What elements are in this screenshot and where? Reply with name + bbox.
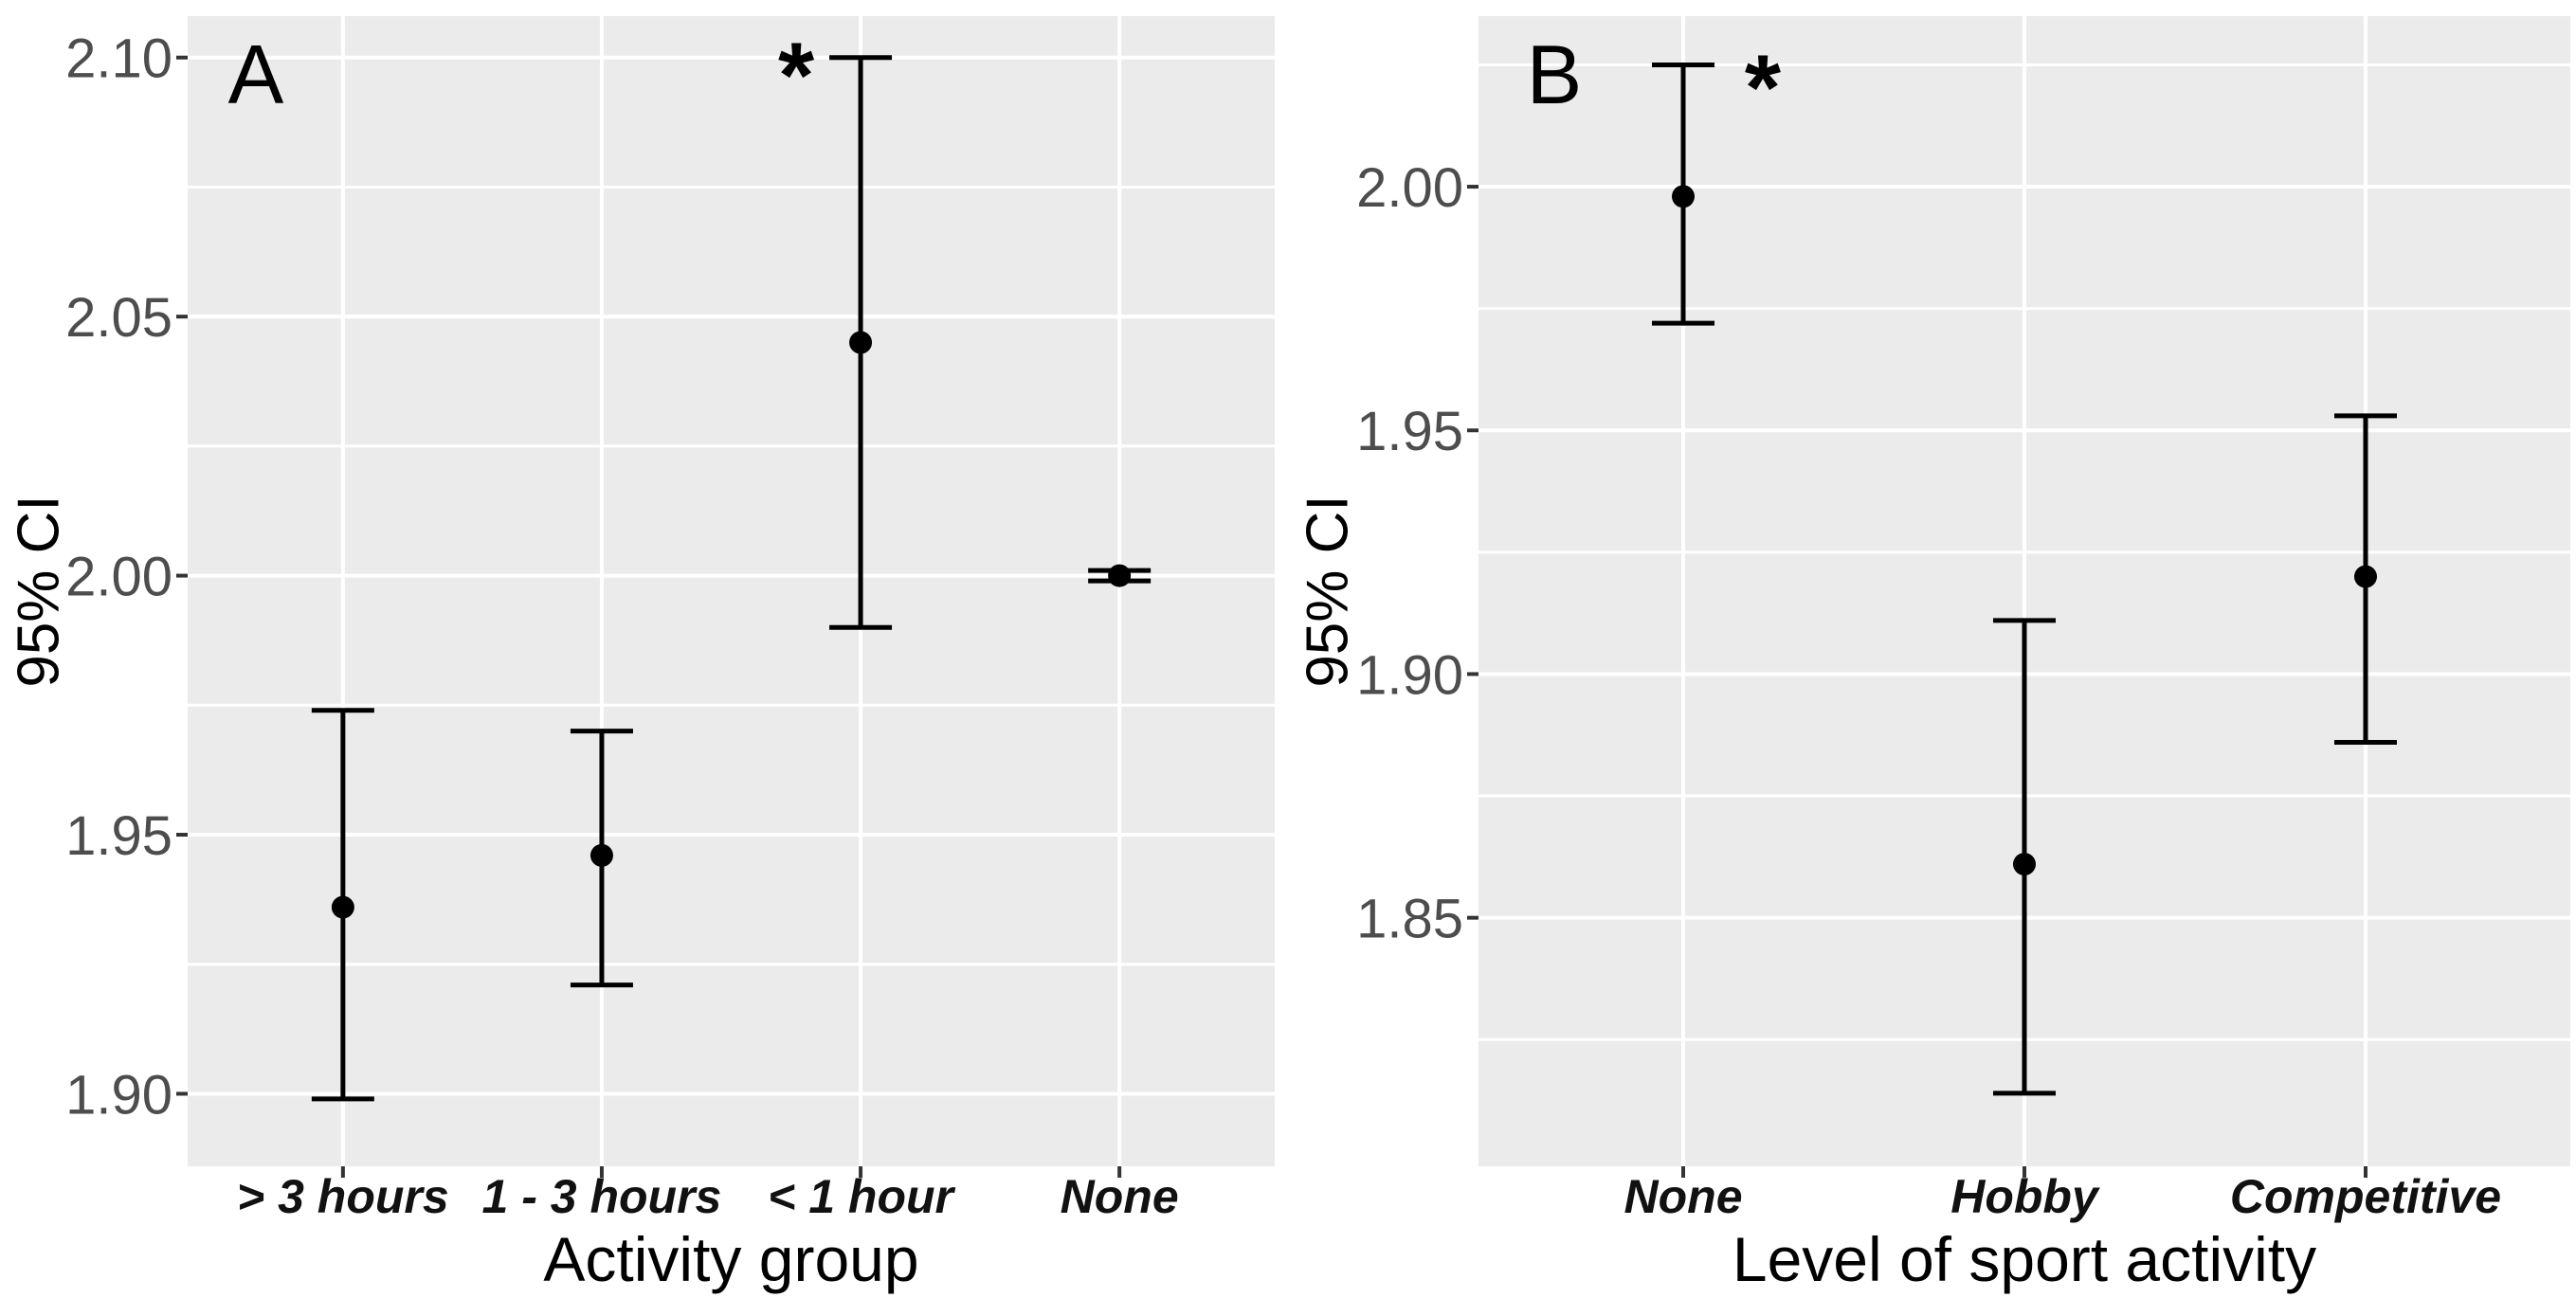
errorbar-none [1652, 62, 1714, 326]
point-marker [590, 843, 613, 867]
point-marker [1672, 185, 1695, 208]
y-tick-label: 1.95 [1356, 401, 1463, 462]
significance-asterisk: * [778, 24, 815, 128]
panel-letter-a: A [228, 27, 284, 121]
y-tick-label: 1.85 [1356, 889, 1463, 950]
y-tick-label: 1.90 [65, 1064, 172, 1126]
point-marker [2354, 565, 2377, 588]
significance-asterisk: * [1745, 35, 1782, 139]
errorbar-competitive [2334, 413, 2397, 745]
x-tick-label: None [1061, 1170, 1179, 1223]
x-tick-label: Hobby [1950, 1170, 2100, 1223]
y-axis-title-b: 95% CI [1296, 495, 1361, 687]
errorbar-none [1088, 564, 1152, 587]
point-marker [2013, 853, 2036, 876]
y-tick-label: 2.10 [65, 28, 172, 90]
panel-a: 2.10 2.05 2.00 1.95 1.90 > 3 hours 1 - 3 hours… [7, 16, 1275, 1294]
y-axis-title-a: 95% CI [7, 495, 72, 687]
errorbar-hobby [1993, 618, 2056, 1096]
y-tick-label: 1.95 [65, 805, 172, 867]
panel-b: 2.00 1.95 1.90 1.85 None Hobby Competitive * B Le… [1296, 16, 2570, 1294]
errorbar-1-3-hours [570, 729, 633, 988]
errorbar--3-hours [311, 708, 374, 1102]
y-tick-label: 2.00 [1356, 157, 1463, 219]
x-tick-label: None [1624, 1170, 1743, 1223]
point-marker [1108, 564, 1132, 587]
point-marker [331, 895, 354, 919]
point-marker [849, 331, 873, 354]
x-tick-label: 1 - 3 hours [482, 1170, 722, 1223]
x-tick-label: > 3 hours [237, 1170, 449, 1223]
y-tick-label: 2.00 [65, 547, 172, 608]
panel-letter-b: B [1527, 27, 1583, 121]
panel-background-a [188, 16, 1275, 1166]
x-axis-title-b: Level of sport activity [1732, 1224, 2316, 1294]
x-axis-title-a: Activity group [543, 1224, 918, 1294]
x-tick-label: Competitive [2230, 1170, 2501, 1223]
y-tick-label: 2.05 [65, 287, 172, 349]
y-tick-label: 1.90 [1356, 644, 1463, 706]
x-tick-label: < 1 hour [768, 1170, 955, 1223]
errorbar--1-hour [829, 55, 893, 630]
